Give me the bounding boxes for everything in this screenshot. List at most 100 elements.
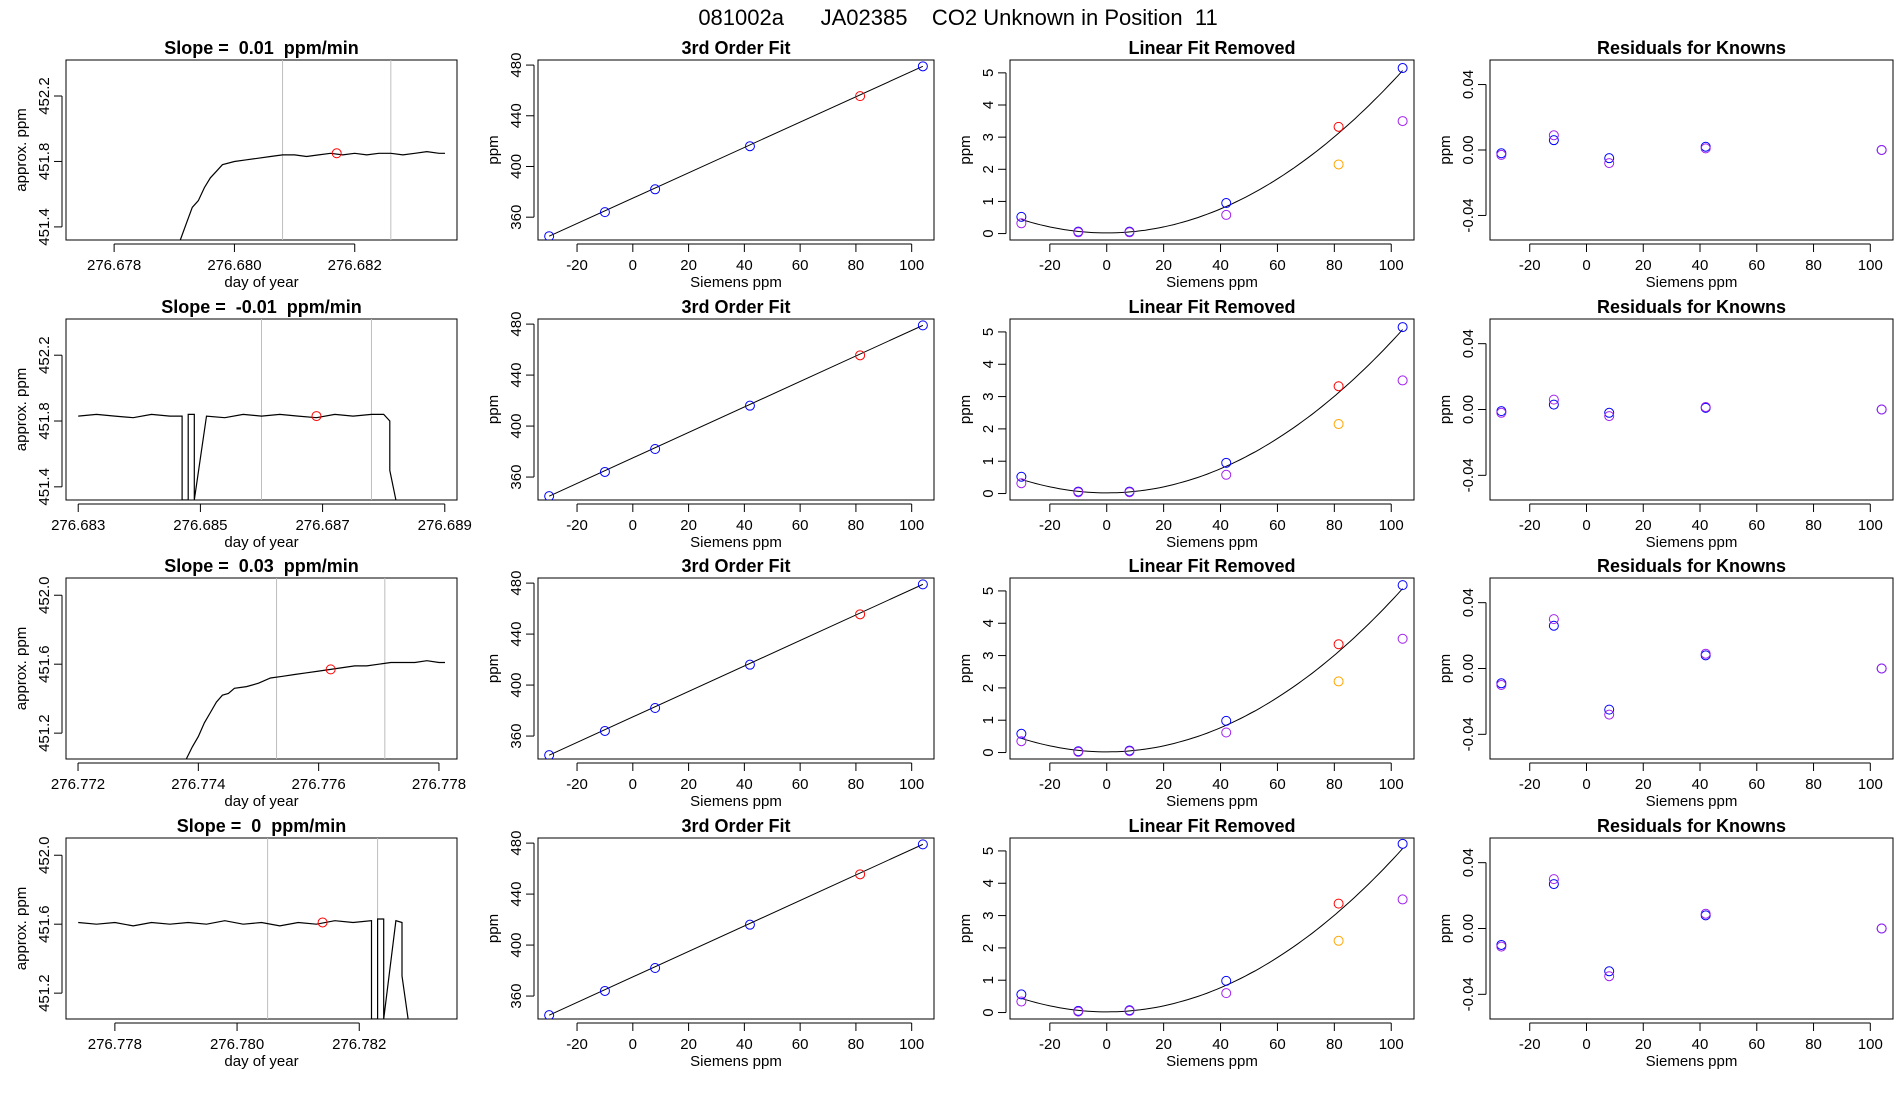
plot-frame [537, 59, 935, 241]
y-tick-label: 2 [980, 944, 997, 952]
y-tick-label: -0.04 [1460, 198, 1477, 232]
data-point-purple [1073, 227, 1084, 238]
y-tick-label: 0 [980, 1008, 997, 1016]
x-tick-label: 276.782 [332, 1036, 386, 1053]
x-tick-label: 276.778 [412, 776, 466, 793]
x-axis-label: day of year [224, 1053, 298, 1070]
panel-title: Linear Fit Removed [1128, 816, 1295, 836]
x-tick-label: -20 [1519, 257, 1541, 274]
panel-title: Residuals for Knowns [1597, 816, 1786, 836]
data-point-blue [599, 985, 610, 996]
panel-r3-res: Residuals for Knowns -20 0 20 40 60 80 100 Sieme… [1437, 556, 1894, 810]
x-axis-label: Siemens ppm [1166, 1053, 1258, 1070]
y-tick-label: 0.00 [1460, 654, 1477, 683]
x-tick-label: 0 [1582, 776, 1590, 793]
plot-area [1496, 874, 1887, 982]
data-point-purple [1073, 487, 1084, 498]
x-axis-label: Siemens ppm [690, 274, 782, 291]
data-point-red [1333, 898, 1344, 909]
y-axis-label: ppm [1437, 914, 1454, 943]
panel-title: Slope = -0.01 ppm/min [161, 297, 362, 317]
y-tick-label: 1 [980, 197, 997, 205]
data-point-red [855, 91, 866, 102]
x-tick-label: 20 [680, 257, 697, 274]
data-point-purple [1604, 158, 1615, 169]
data-point-purple [1548, 614, 1559, 625]
x-tick-label: 20 [680, 776, 697, 793]
data-point-purple [1604, 709, 1615, 720]
panel-title: 3rd Order Fit [681, 556, 790, 576]
y-tick-label: 452.2 [36, 77, 53, 115]
plot-frame [1009, 318, 1415, 501]
data-point-purple [1548, 874, 1559, 885]
y-tick-label: 0.04 [1460, 70, 1477, 99]
data-point-red [855, 869, 866, 880]
panel-r2-trace: Slope = -0.01 ppm/min 276.683 276.685 276.6… [13, 297, 472, 551]
panel-r4-fit: 3rd Order Fit -20 0 20 40 60 80 100 Siemens ppm 3… [485, 816, 935, 1070]
plot-area [179, 60, 445, 240]
y-tick-label: 4 [980, 101, 997, 109]
data-point-purple [1016, 218, 1027, 229]
data-point-blue [1397, 580, 1408, 591]
x-tick-label: 276.678 [87, 257, 141, 274]
y-tick-label: 400 [508, 933, 525, 958]
panel-r2-fit: 3rd Order Fit -20 0 20 40 60 80 100 Siemens ppm 3… [485, 297, 935, 551]
plot-area [1016, 63, 1408, 238]
plot-area [544, 839, 928, 1019]
x-tick-label: 60 [792, 517, 809, 534]
y-tick-label: 4 [980, 879, 997, 887]
data-point-purple [1700, 402, 1711, 413]
y-tick-label: 2 [980, 425, 997, 433]
y-tick-label: 480 [508, 53, 525, 78]
x-tick-label: -20 [1519, 776, 1541, 793]
data-point-purple [1073, 1006, 1084, 1017]
y-tick-label: -0.04 [1460, 977, 1477, 1011]
x-tick-label: -20 [566, 517, 588, 534]
data-point-purple [1073, 746, 1084, 757]
data-point-red [855, 350, 866, 361]
data-point-blue [917, 320, 928, 331]
x-tick-label: 276.682 [328, 257, 382, 274]
x-axis-label: Siemens ppm [690, 534, 782, 551]
x-tick-label: 60 [1269, 517, 1286, 534]
x-tick-label: 0 [629, 257, 637, 274]
plot-frame [537, 577, 935, 760]
x-tick-label: 40 [1692, 1036, 1709, 1053]
data-point-purple [1876, 923, 1887, 934]
x-tick-label: -20 [1039, 776, 1061, 793]
y-tick-label: 4 [980, 360, 997, 368]
y-axis-label: ppm [1437, 135, 1454, 164]
y-tick-label: 452.2 [36, 336, 53, 374]
x-tick-label: -20 [566, 1036, 588, 1053]
y-axis-label: ppm [957, 914, 974, 943]
x-tick-label: 20 [1155, 776, 1172, 793]
plot-frame [1009, 59, 1415, 241]
data-point-purple [1876, 404, 1887, 415]
data-point-red [855, 609, 866, 620]
data-point-blue [1548, 399, 1559, 410]
x-axis-label: Siemens ppm [1166, 534, 1258, 551]
x-tick-label: 276.685 [173, 517, 227, 534]
data-point-blue [1221, 715, 1232, 726]
x-tick-label: 80 [1805, 257, 1822, 274]
panel-r2-res: Residuals for Knowns -20 0 20 40 60 80 100 Sieme… [1437, 297, 1894, 551]
x-tick-label: 20 [1155, 1036, 1172, 1053]
data-point-purple [1700, 648, 1711, 659]
fit-line [548, 324, 924, 497]
plot-frame [1489, 318, 1894, 501]
plot-area [1016, 838, 1408, 1017]
y-axis-label: ppm [485, 654, 502, 683]
y-axis-label: approx. ppm [13, 627, 30, 710]
x-tick-label: 60 [1748, 1036, 1765, 1053]
x-tick-label: 40 [1212, 517, 1229, 534]
plot-frame [1489, 59, 1894, 241]
plot-area [185, 578, 445, 759]
data-point-blue [917, 61, 928, 72]
x-tick-label: -20 [1519, 1036, 1541, 1053]
y-tick-label: 5 [980, 69, 997, 77]
y-tick-label: 0.04 [1460, 329, 1477, 358]
plot-frame [1009, 837, 1415, 1020]
x-tick-label: 80 [848, 257, 865, 274]
data-point-blue [1604, 966, 1615, 977]
panel-title: 3rd Order Fit [681, 816, 790, 836]
